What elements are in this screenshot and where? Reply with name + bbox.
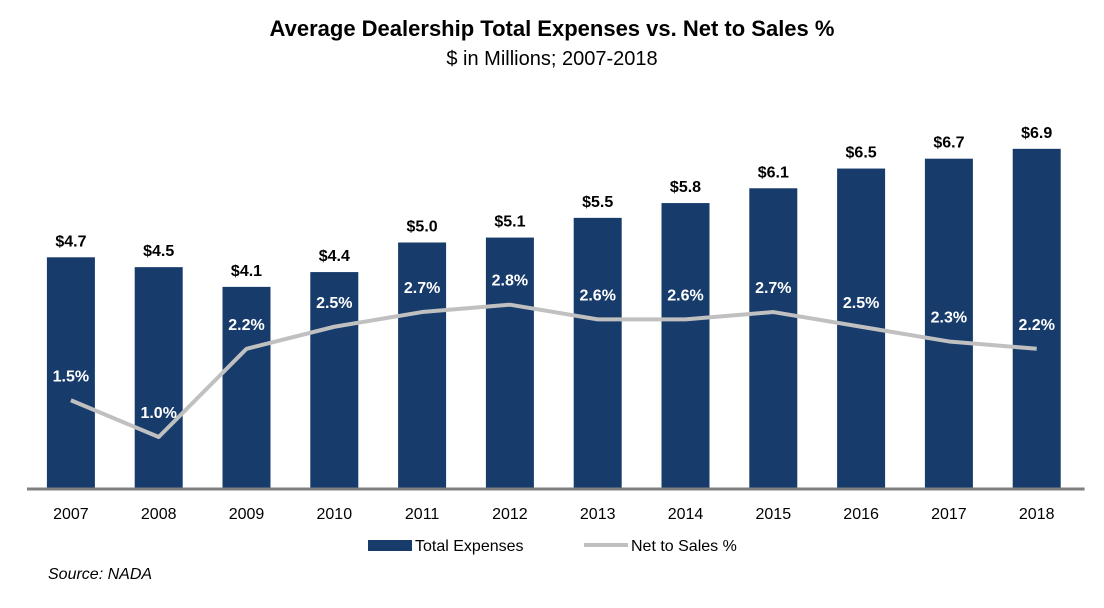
bar-label-2015: $6.1 [758, 164, 789, 181]
line-label-2017: 2.3% [931, 309, 967, 326]
line-label-2008: 1.0% [140, 405, 176, 422]
bar-2011 [398, 242, 447, 489]
line-label-2009: 2.2% [228, 317, 264, 334]
bar-data-labels: $4.7 $4.5 $4.1 $4.4 $5.0 $5.1 $5.5 $5.8 $6.1 $6.5… [55, 125, 1052, 280]
bar-label-2018: $6.9 [1021, 125, 1052, 142]
bar-2015 [749, 188, 798, 489]
bar-2008 [134, 267, 183, 489]
x-tick-labels: 2007 2008 2009 2010 2011 2012 2013 2014 2015 2016… [53, 506, 1054, 523]
line-label-2010: 2.5% [316, 295, 352, 312]
bar-label-2008: $4.5 [143, 243, 174, 260]
x-tick-2016: 2016 [843, 506, 879, 523]
x-tick-2012: 2012 [492, 506, 528, 523]
x-tick-2009: 2009 [229, 506, 265, 523]
x-tick-2010: 2010 [317, 506, 353, 523]
x-tick-2007: 2007 [53, 506, 89, 523]
line-label-2018: 2.2% [1018, 317, 1054, 334]
bar-label-2011: $5.0 [407, 219, 438, 236]
line-label-2012: 2.8% [492, 273, 528, 290]
line-label-2011: 2.7% [404, 280, 440, 297]
bar-label-2012: $5.1 [494, 214, 525, 231]
legend-swatch-total-expenses [368, 540, 412, 551]
bar-label-2007: $4.7 [55, 233, 86, 250]
bar-label-2016: $6.5 [846, 145, 877, 162]
bar-2009 [222, 286, 271, 489]
bar-label-2010: $4.4 [319, 248, 350, 265]
x-tick-2011: 2011 [405, 506, 440, 523]
x-tick-2017: 2017 [931, 506, 967, 523]
line-label-2013: 2.6% [579, 287, 615, 304]
x-tick-2013: 2013 [580, 506, 616, 523]
bar-series-total-expenses [46, 148, 1061, 490]
line-label-2016: 2.5% [843, 295, 879, 312]
x-tick-2018: 2018 [1019, 506, 1055, 523]
net-to-sales-line [70, 302, 1037, 439]
line-label-2007: 1.5% [53, 368, 89, 385]
bar-2014 [661, 203, 710, 489]
x-tick-2014: 2014 [668, 506, 704, 523]
bar-2017 [924, 158, 973, 489]
bar-2010 [310, 272, 359, 489]
bar-2012 [485, 237, 534, 489]
bar-2007 [46, 257, 95, 489]
line-label-2014: 2.6% [667, 287, 703, 304]
bar-label-2014: $5.8 [670, 179, 701, 196]
bar-label-2009: $4.1 [231, 263, 262, 280]
legend-label-total-expenses: Total Expenses [415, 538, 524, 555]
line-label-2015: 2.7% [755, 280, 791, 297]
bar-label-2017: $6.7 [933, 135, 964, 152]
x-tick-2008: 2008 [141, 506, 177, 523]
chart-subtitle: $ in Millions; 2007-2018 [446, 48, 658, 70]
line-data-labels: 1.5% 1.0% 2.2% 2.5% 2.7% 2.8% 2.6% 2.6% 2.7% 2.5%… [53, 273, 1055, 422]
source-note: Source: NADA [48, 566, 153, 583]
bar-label-2013: $5.5 [582, 194, 613, 211]
x-tick-2015: 2015 [756, 506, 792, 523]
bar-2013 [573, 217, 622, 489]
legend: Total Expenses Net to Sales % [368, 538, 737, 555]
line-series-net-to-sales [70, 302, 1037, 439]
legend-label-net-to-sales: Net to Sales % [631, 538, 737, 555]
chart-title: Average Dealership Total Expenses vs. Ne… [269, 16, 835, 41]
bar-2018 [1012, 148, 1061, 489]
